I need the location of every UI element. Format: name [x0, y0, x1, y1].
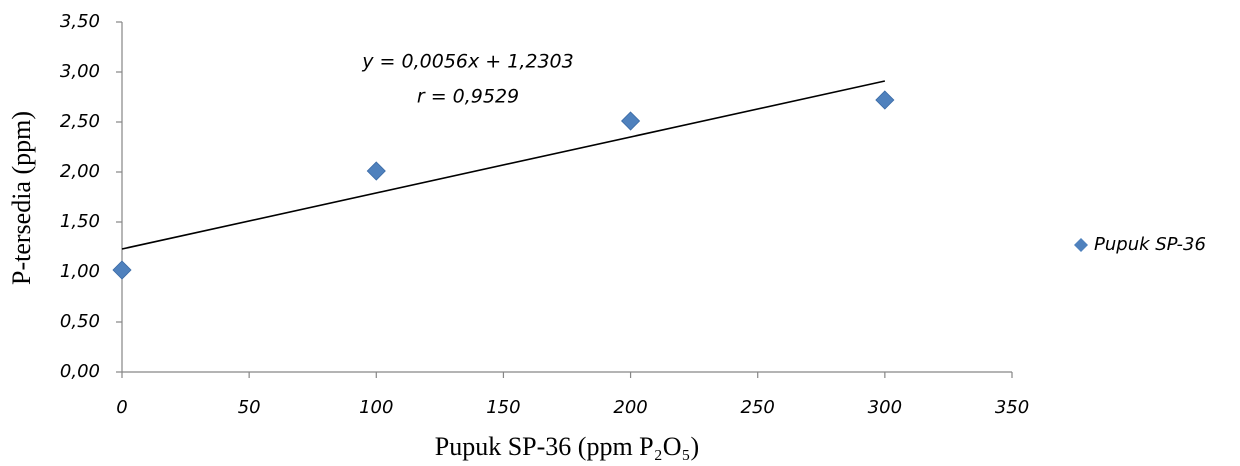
data-point: [621, 111, 641, 131]
data-point: [366, 161, 386, 181]
legend-marker: [1074, 238, 1088, 252]
y-tick-label: 3,00: [60, 61, 100, 82]
legend-label: Pupuk SP-36: [1094, 234, 1206, 255]
x-tick-label: 350: [995, 397, 1029, 418]
x-tick-label: 50: [238, 397, 261, 418]
x-tick-label: 0: [116, 397, 127, 418]
x-tick-label: 250: [741, 397, 775, 418]
y-axis-title: P-tersedia (ppm): [7, 111, 36, 285]
y-tick-label: 0,00: [60, 361, 100, 382]
data-point: [875, 90, 895, 110]
x-tick-label: 150: [486, 397, 520, 418]
x-tick-label: 200: [613, 397, 647, 418]
x-tick-label: 300: [868, 397, 902, 418]
y-tick-label: 3,50: [60, 11, 100, 32]
trendline: [121, 80, 886, 250]
trendline-r: r = 0,9529: [417, 86, 519, 108]
x-tick-label: 100: [359, 397, 393, 418]
y-tick-label: 1,00: [60, 261, 100, 282]
y-tick-label: 2,00: [60, 161, 100, 182]
data-point: [112, 260, 132, 280]
y-tick-label: 0,50: [60, 311, 100, 332]
trendline-equation: y = 0,0056x + 1,2303: [361, 51, 573, 73]
y-tick-label: 2,50: [60, 111, 100, 132]
y-tick-label: 1,50: [60, 211, 100, 232]
x-axis-title: Pupuk SP-36 (ppm P₂O₅): [435, 432, 699, 461]
